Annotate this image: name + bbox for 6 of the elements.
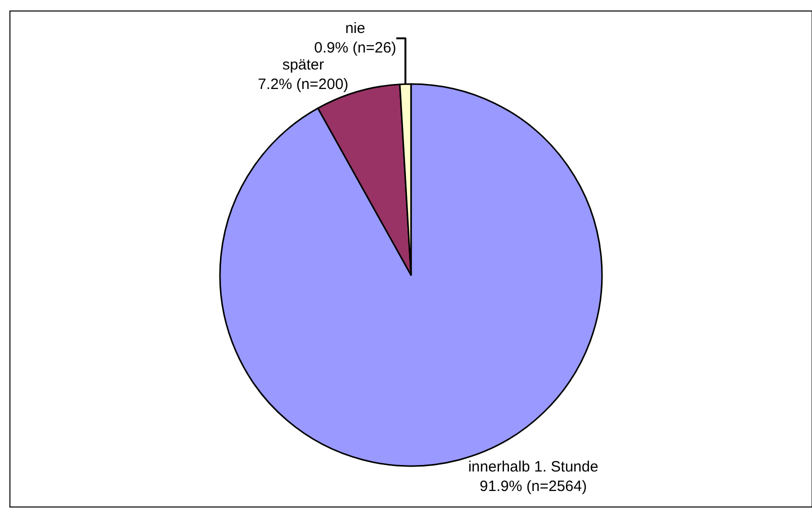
slice-label: später	[282, 56, 324, 74]
data-label: 91.9% (n=2564)	[480, 478, 587, 496]
data-label: 0.9% (n=26)	[314, 40, 396, 57]
slice-label: nie	[345, 20, 366, 38]
slice-label: innerhalb 1. Stunde	[468, 458, 598, 476]
data-label: 7.2% (n=200)	[258, 76, 348, 94]
